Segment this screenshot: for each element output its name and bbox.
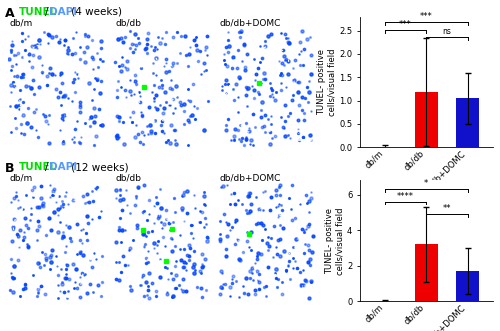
Text: ***: *** [399, 20, 412, 28]
Text: db/m: db/m [10, 174, 33, 183]
Bar [456, 98, 479, 147]
Text: /: / [45, 7, 48, 17]
Text: (12 weeks): (12 weeks) [68, 162, 128, 172]
Text: DAPI: DAPI [48, 7, 76, 17]
Text: ***: *** [420, 12, 432, 21]
Text: DAPI: DAPI [48, 162, 76, 172]
Text: db/m: db/m [10, 18, 33, 27]
Bar [415, 92, 438, 147]
Text: 50 μm: 50 μm [294, 284, 310, 289]
Text: ns: ns [442, 27, 452, 36]
Text: TUNEL: TUNEL [19, 162, 57, 172]
Text: A: A [5, 7, 15, 20]
Text: db/db: db/db [115, 174, 141, 183]
Text: (4 weeks): (4 weeks) [68, 7, 122, 17]
Bar [456, 271, 479, 301]
Y-axis label: TUNEL- positive
cells/visual field: TUNEL- positive cells/visual field [317, 48, 336, 116]
Text: db/db: db/db [115, 18, 141, 27]
Text: /: / [45, 162, 48, 172]
Text: ****: **** [397, 192, 414, 201]
Text: *: * [424, 179, 428, 188]
Text: **: ** [442, 204, 451, 213]
Text: B: B [5, 162, 15, 175]
Text: 50 μm: 50 μm [294, 130, 310, 135]
Text: db/db+DOMC: db/db+DOMC [220, 174, 282, 183]
Text: db/db+DOMC: db/db+DOMC [220, 18, 282, 27]
Y-axis label: TUNEL- positive
cells/visual field: TUNEL- positive cells/visual field [325, 207, 344, 274]
Text: TUNEL: TUNEL [19, 7, 57, 17]
Bar [415, 244, 438, 301]
